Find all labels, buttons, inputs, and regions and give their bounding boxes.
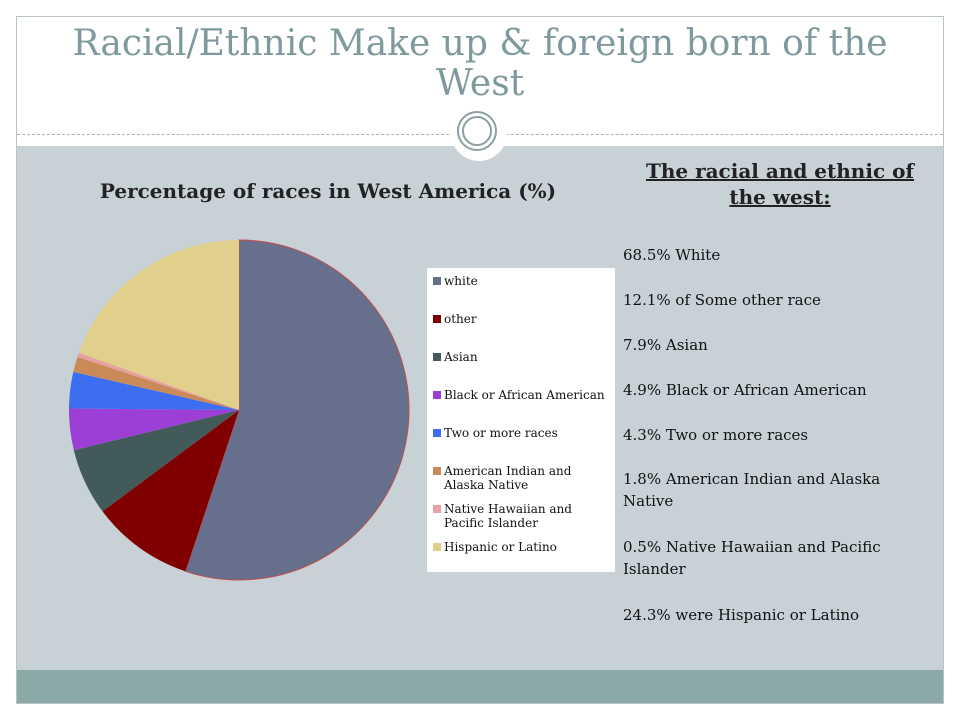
legend-swatch	[433, 391, 441, 399]
pie-slice-6	[77, 352, 239, 410]
stat-item: 68.5% White	[623, 246, 721, 264]
legend-item: Two or more races	[433, 426, 613, 440]
stat-item: 24.3% were Hispanic or Latino	[623, 606, 860, 624]
pie-slice-1	[102, 410, 240, 572]
legend-swatch	[433, 353, 441, 361]
legend-item: American Indian and Alaska Native	[433, 464, 613, 492]
footer-band	[17, 670, 943, 703]
pie-slice-4	[69, 371, 239, 410]
ornament-outer-ring	[457, 111, 497, 151]
legend-swatch	[433, 277, 441, 285]
legend-swatch	[433, 315, 441, 323]
legend-swatch	[433, 467, 441, 475]
pie-slice-7	[78, 240, 239, 410]
stat-item: 12.1% of Some other race	[623, 291, 821, 309]
stat-item: 0.5% Native Hawaiian and Pacific Islande…	[623, 538, 881, 578]
legend-swatch	[433, 505, 441, 513]
pie-slice-2	[73, 410, 239, 512]
stat-item: 4.3% Two or more races	[623, 426, 809, 444]
legend-item: Hispanic or Latino	[433, 540, 613, 554]
legend-item: white	[433, 274, 613, 288]
pie-slice-0	[184, 239, 410, 581]
chart-title: Percentage of races in West America (%)	[99, 179, 557, 203]
legend-item: other	[433, 312, 613, 326]
legend-label: American Indian and Alaska Native	[444, 464, 572, 492]
legend-label: white	[444, 274, 478, 288]
legend-label: Two or more races	[444, 426, 558, 440]
legend-label: Hispanic or Latino	[444, 540, 557, 554]
circle-ornament-icon	[451, 105, 507, 161]
legend-swatch	[433, 543, 441, 551]
chart-legend: white other Asian Black or African American…	[427, 268, 615, 572]
side-panel-heading: The racial and ethnic of the west:	[645, 159, 915, 209]
pie-chart	[69, 239, 410, 581]
slide-title: Racial/Ethnic Make up & foreign born of …	[72, 23, 888, 104]
stat-item: 4.9% Black or African American	[623, 381, 867, 399]
legend-item: Native Hawaiian and Pacific Islander	[433, 502, 613, 530]
legend-label: other	[444, 312, 477, 326]
legend-label: Black or African American	[444, 388, 605, 402]
pie-slice-5	[73, 356, 240, 410]
legend-item: Black or African American	[433, 388, 613, 402]
pie-slice-3	[69, 408, 239, 451]
ornament-inner-ring	[462, 116, 492, 146]
legend-label: Asian	[444, 350, 478, 364]
stat-item: 1.8% American Indian and Alaska Native	[623, 470, 881, 510]
legend-swatch	[433, 429, 441, 437]
legend-item: Asian	[433, 350, 613, 364]
legend-label: Native Hawaiian and Pacific Islander	[444, 502, 572, 530]
stat-item: 7.9% Asian	[623, 336, 708, 354]
